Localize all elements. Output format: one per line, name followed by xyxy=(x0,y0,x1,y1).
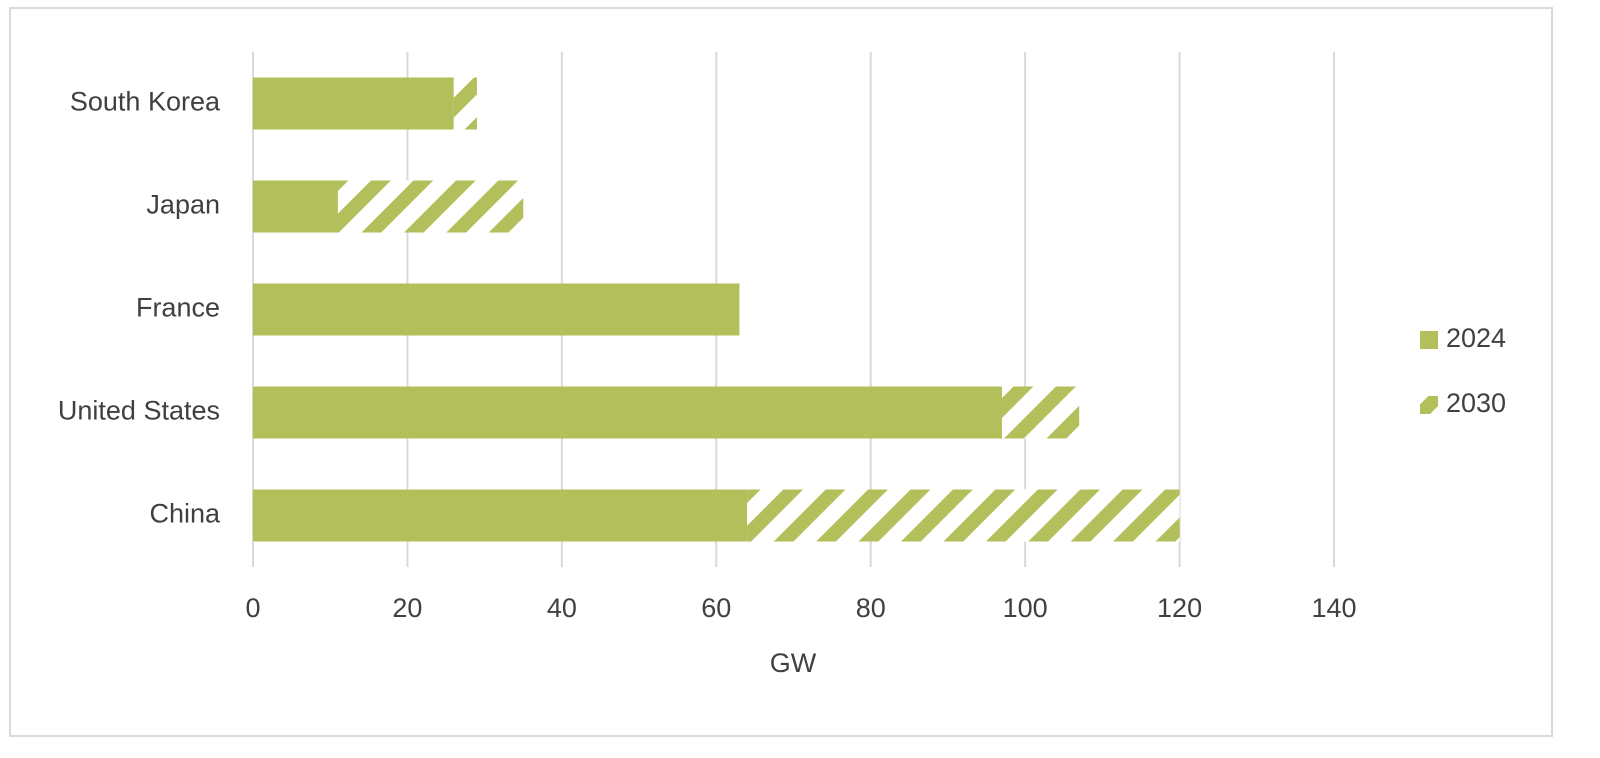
x-axis-label: GW xyxy=(770,648,817,678)
y-tick-label: United States xyxy=(58,396,220,426)
bar xyxy=(453,77,477,130)
bar xyxy=(253,386,1002,439)
x-tick-label: 40 xyxy=(547,593,577,623)
legend-label: 2024 xyxy=(1446,323,1506,353)
bar xyxy=(253,283,740,336)
y-tick-label: South Korea xyxy=(70,87,221,117)
x-tick-label: 0 xyxy=(245,593,260,623)
x-tick-label: 140 xyxy=(1311,593,1356,623)
y-tick-label: France xyxy=(136,293,220,323)
x-tick-label: 80 xyxy=(856,593,886,623)
y-tick-label: Japan xyxy=(146,190,220,220)
chart-border xyxy=(9,7,1553,737)
x-tick-label: 120 xyxy=(1157,593,1202,623)
legend-label: 2030 xyxy=(1446,388,1506,418)
legend-swatch xyxy=(1420,396,1438,414)
x-tick-label: 100 xyxy=(1003,593,1048,623)
x-tick-label: 60 xyxy=(701,593,731,623)
bar xyxy=(253,489,748,542)
bar xyxy=(253,180,338,233)
legend-swatch xyxy=(1420,331,1438,349)
bar xyxy=(747,489,1180,542)
y-tick-label: China xyxy=(149,499,221,529)
bar xyxy=(253,77,454,130)
bar xyxy=(1001,386,1080,439)
bar xyxy=(337,180,524,233)
x-tick-label: 20 xyxy=(392,593,422,623)
